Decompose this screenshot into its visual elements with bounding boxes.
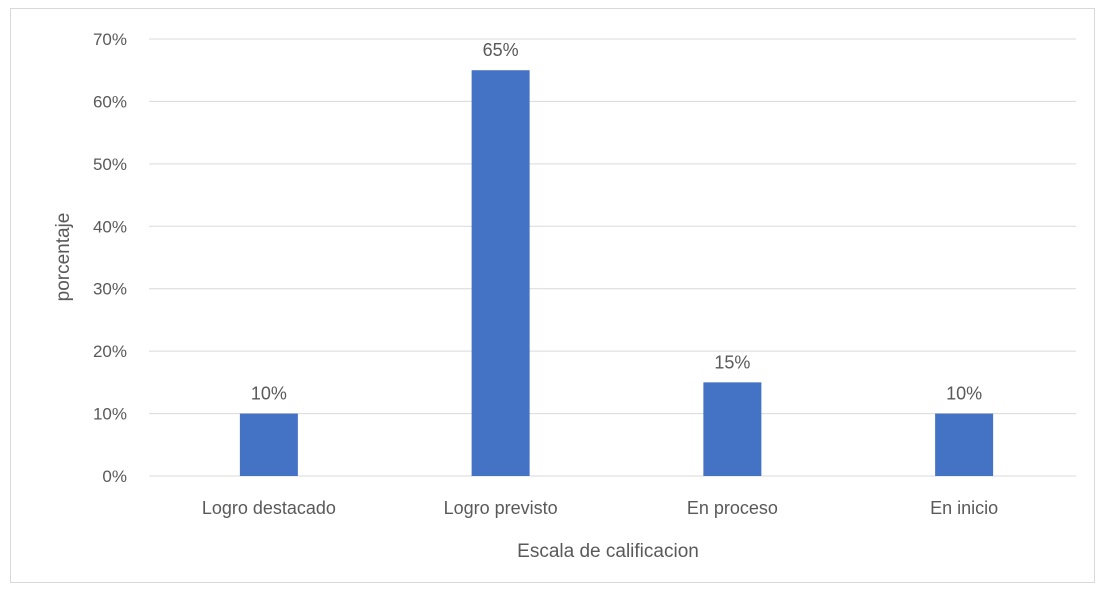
bar-chart: 0% 10% 20% 30% 40% 50% 60% 70% 10% 65% 15% 10% Log… [53, 30, 1076, 562]
y-tick-label: 10% [93, 405, 127, 424]
x-category-label: En inicio [930, 498, 998, 518]
bar [239, 413, 298, 476]
x-category-label: En proceso [687, 498, 778, 518]
data-label: 10% [251, 384, 287, 404]
gridlines [149, 38, 1076, 477]
y-tick-label: 30% [93, 280, 127, 299]
data-label: 10% [946, 384, 982, 404]
x-category-label: Logro previsto [444, 498, 558, 518]
y-axis-title: porcentaje [53, 213, 74, 302]
bar [935, 413, 994, 476]
y-tick-label: 60% [93, 92, 127, 111]
y-tick-label: 20% [93, 342, 127, 361]
y-tick-label: 50% [93, 155, 127, 174]
bar [703, 382, 762, 476]
bar [471, 70, 530, 476]
x-axis-categories: Logro destacado Logro previsto En proceso E… [202, 498, 998, 518]
x-axis-title: Escala de calificacion [517, 541, 699, 562]
bars [239, 70, 994, 476]
data-label: 15% [714, 352, 750, 372]
y-axis-ticks: 0% 10% 20% 30% 40% 50% 60% 70% [93, 30, 127, 486]
data-label: 65% [483, 40, 519, 60]
chart-frame: 0% 10% 20% 30% 40% 50% 60% 70% 10% 65% 15% 10% Log… [10, 8, 1095, 583]
y-tick-label: 0% [102, 467, 127, 486]
y-tick-label: 40% [93, 217, 127, 236]
x-category-label: Logro destacado [202, 498, 336, 518]
data-labels: 10% 65% 15% 10% [251, 40, 982, 403]
y-tick-label: 70% [93, 30, 127, 49]
